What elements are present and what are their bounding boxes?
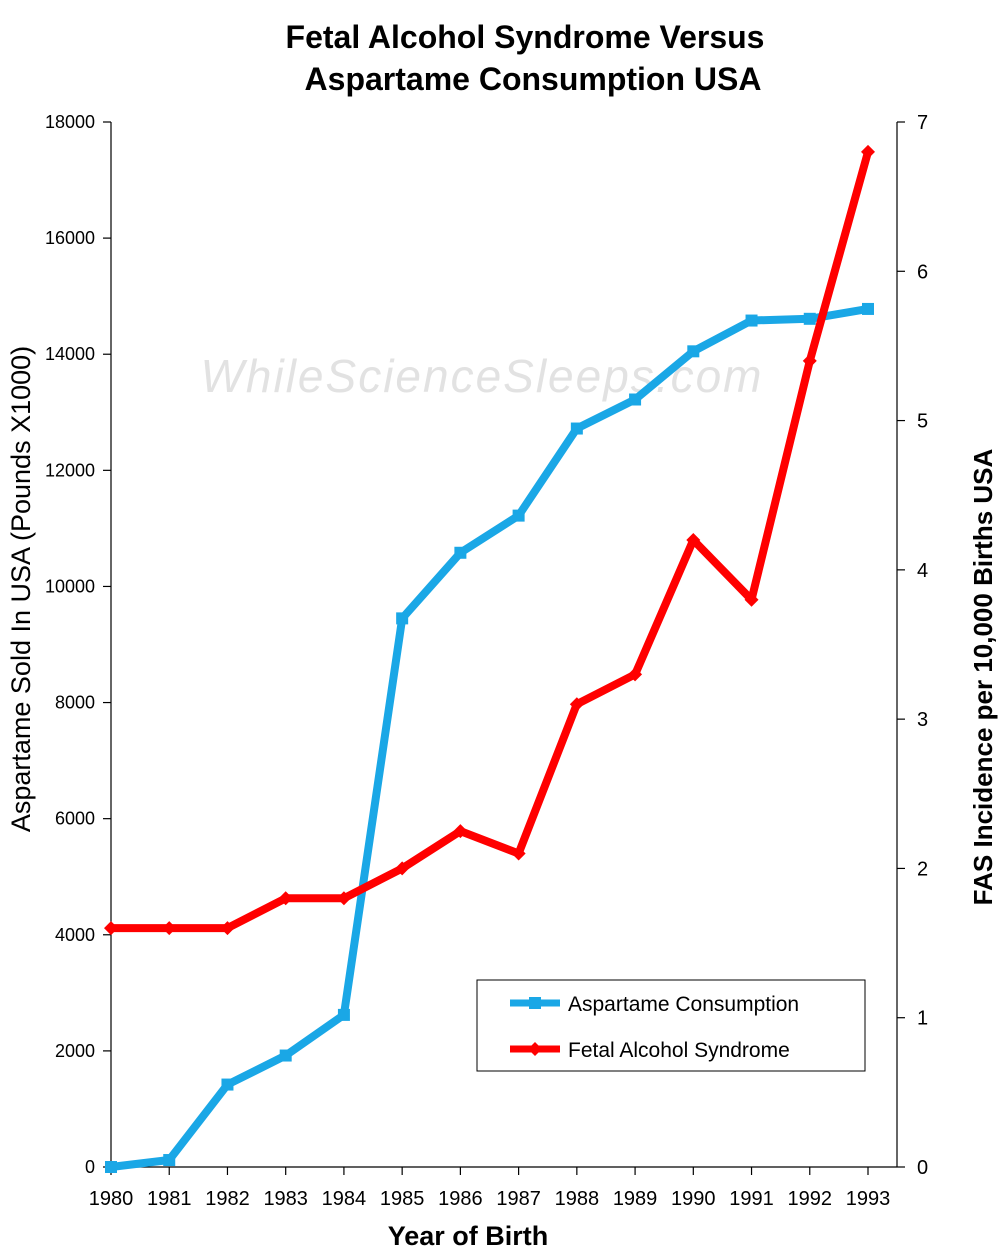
data-point-aspartame <box>687 345 700 358</box>
x-tick-label: 1988 <box>555 1188 600 1210</box>
legend-label-aspartame: Aspartame Consumption <box>568 993 799 1016</box>
data-point-fas <box>744 592 759 607</box>
x-tick-label: 1982 <box>205 1188 250 1210</box>
watermark: WhileScienceSleeps.com <box>200 350 763 402</box>
data-point-aspartame <box>803 312 816 325</box>
data-point-aspartame <box>105 1161 117 1173</box>
series-line-aspartame <box>107 304 872 1171</box>
data-point-fas <box>336 891 351 906</box>
right-tick-label: 4 <box>917 560 928 582</box>
x-axis-label: Year of Birth <box>388 1221 549 1251</box>
right-tick-label: 1 <box>917 1008 928 1030</box>
x-tick-label: 1993 <box>846 1188 891 1210</box>
left-tick-label: 10000 <box>45 576 95 596</box>
x-tick-label: 1983 <box>263 1188 308 1210</box>
data-point-aspartame <box>512 509 525 522</box>
right-axis-label: FAS Incidence per 10,000 Births USA <box>968 448 998 905</box>
data-point-aspartame <box>279 1049 292 1062</box>
right-tick-label: 0 <box>917 1157 928 1179</box>
left-tick-label: 0 <box>85 1157 95 1177</box>
legend-box <box>476 979 866 1072</box>
data-point-fas <box>686 533 701 547</box>
left-axis-label: Aspartame Sold In USA (Pounds X1000) <box>6 346 36 832</box>
right-tick-label: 2 <box>917 858 928 880</box>
x-tick-label: 1989 <box>613 1188 658 1210</box>
data-point-aspartame <box>454 546 467 559</box>
data-point-fas <box>569 697 584 712</box>
data-point-aspartame <box>629 393 642 406</box>
data-point-fas <box>861 144 875 159</box>
data-point-fas <box>453 824 468 839</box>
series-layer <box>104 144 875 1173</box>
left-tick-label: 4000 <box>55 925 95 945</box>
data-point-aspartame <box>337 1008 350 1021</box>
x-tick-label: 1986 <box>438 1188 483 1210</box>
x-tick-label: 1987 <box>496 1188 541 1210</box>
data-point-fas <box>278 891 293 906</box>
x-tick-label: 1981 <box>147 1188 192 1210</box>
data-point-fas <box>162 921 177 936</box>
x-tick-label: 1984 <box>322 1188 367 1210</box>
left-tick-label: 12000 <box>45 460 95 480</box>
data-point-fas <box>802 353 817 368</box>
left-tick-label: 2000 <box>55 1041 95 1061</box>
right-tick-label: 3 <box>917 709 928 731</box>
data-point-aspartame <box>396 612 409 625</box>
legend-marker-fas <box>528 1042 542 1056</box>
data-point-aspartame <box>862 302 874 315</box>
legend: Aspartame Consumption Fetal Alcohol Synd… <box>476 979 866 1072</box>
right-tick-label: 6 <box>917 261 928 283</box>
series-line-fas <box>107 147 872 933</box>
right-tick-label: 7 <box>917 112 928 134</box>
right-tick-label: 5 <box>917 411 928 433</box>
left-tick-label: 16000 <box>45 228 95 248</box>
data-point-aspartame <box>745 314 758 327</box>
legend-marker-aspartame <box>529 997 541 1009</box>
data-point-aspartame <box>163 1154 176 1167</box>
data-point-fas <box>104 921 118 936</box>
left-tick-label: 6000 <box>55 809 95 829</box>
x-tick-label: 1992 <box>788 1188 833 1210</box>
data-point-fas <box>628 667 643 682</box>
x-tick-label: 1985 <box>380 1188 425 1210</box>
data-point-fas <box>395 861 410 876</box>
x-tick-label: 1991 <box>729 1188 774 1210</box>
left-tick-label: 8000 <box>55 693 95 713</box>
chart-title-line-2: Aspartame Consumption USA <box>305 61 762 97</box>
data-point-aspartame <box>570 422 583 435</box>
data-point-fas <box>220 921 235 936</box>
legend-label-fas: Fetal Alcohol Syndrome <box>568 1039 790 1062</box>
left-tick-label: 14000 <box>45 344 95 364</box>
ticks-layer: 0 2000 4000 6000 8000 10000 12000 14000 16000 180… <box>45 112 928 1210</box>
data-point-fas <box>511 846 526 861</box>
x-tick-label: 1990 <box>671 1188 716 1210</box>
x-tick-label: 1980 <box>89 1188 134 1210</box>
left-tick-label: 18000 <box>45 112 95 132</box>
data-point-aspartame <box>221 1078 234 1091</box>
chart-title-line-1: Fetal Alcohol Syndrome Versus <box>286 19 765 55</box>
